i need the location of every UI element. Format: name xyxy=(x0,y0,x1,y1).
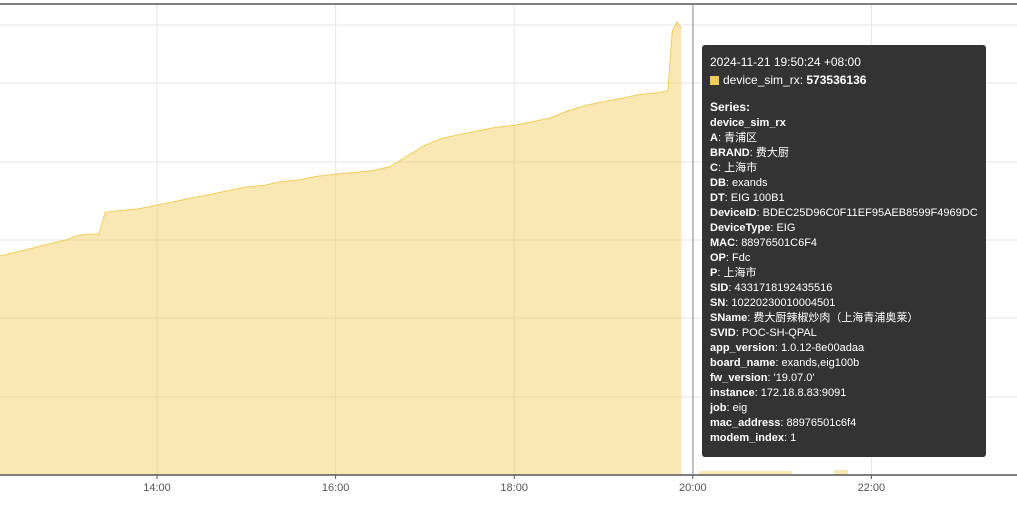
tooltip-label-row: SName: 费大厨辣椒炒肉（上海青浦奥莱） xyxy=(710,312,919,324)
tooltip-label-value: EIG xyxy=(776,222,796,234)
tooltip-label-value: 上海市 xyxy=(724,162,758,174)
tooltip-label-key: instance xyxy=(710,387,755,399)
tooltip-value-row: device_sim_rx: 573536136 xyxy=(710,72,978,88)
tooltip-label-value: 10220230010004501 xyxy=(731,297,836,309)
tooltip-label-key: A xyxy=(710,132,718,144)
tooltip-label-value: 费大厨 xyxy=(755,147,789,159)
tooltip-label-row: C: 上海市 xyxy=(710,162,758,174)
tooltip-label-row: OP: Fdc xyxy=(710,252,751,264)
tooltip-label-value: 青浦区 xyxy=(724,132,758,144)
tooltip-label-value: exands,eig100b xyxy=(781,357,860,369)
tooltip-label-row: P: 上海市 xyxy=(710,267,757,279)
tooltip-label-key: mac_address xyxy=(710,417,781,429)
tooltip-label-key: MAC xyxy=(710,237,736,249)
tooltip-label-value: 4331718192435516 xyxy=(734,282,833,294)
tooltip-label-key: fw_version xyxy=(710,372,768,384)
tooltip-label-key: DeviceType xyxy=(710,222,771,234)
tooltip-label-row: MAC: 88976501C6F4 xyxy=(710,237,818,249)
tooltip-label-row: instance: 172.18.8.83:9091 xyxy=(710,387,847,399)
tooltip-label-value: 172.18.8.83:9091 xyxy=(760,387,847,399)
x-tick-label: 20:00 xyxy=(679,482,707,494)
x-tick-label: 22:00 xyxy=(858,482,886,494)
tooltip-label-row: fw_version: '19.07.0' xyxy=(710,372,815,384)
tooltip-label-row: DeviceID: BDEC25D96C0F11EF95AEB8599F4969… xyxy=(710,207,978,219)
tooltip-label-key: OP xyxy=(710,252,726,264)
tooltip-label-row: SN: 10220230010004501 xyxy=(710,297,836,309)
tooltip-label-row: mac_address: 88976501c6f4 xyxy=(710,417,857,429)
series-line xyxy=(0,21,682,257)
series-area-fragment xyxy=(834,470,848,475)
series-area-fill xyxy=(0,22,682,475)
series-areas xyxy=(0,21,848,475)
tooltip-label-key: DeviceID xyxy=(710,207,757,219)
tooltip-label-key: app_version xyxy=(710,342,775,354)
tooltip-label-row: SVID: POC-SH-QPAL xyxy=(710,327,817,339)
tooltip-label-value: '19.07.0' xyxy=(773,372,815,384)
tooltip-label-row: A: 青浦区 xyxy=(710,132,758,144)
tooltip-label-key: SVID xyxy=(710,327,736,339)
tooltip-label-key: modem_index xyxy=(710,432,784,444)
tooltip-label-key: C xyxy=(710,162,718,174)
tooltip-label-row: modem_index: 1 xyxy=(710,432,797,444)
tooltip-label-row: DeviceType: EIG xyxy=(710,222,796,234)
tooltip-label-value: exands xyxy=(732,177,768,189)
tooltip-label-value: POC-SH-QPAL xyxy=(741,327,817,339)
tooltip-label-row: DT: EIG 100B1 xyxy=(710,192,785,204)
tooltip-label-value: 上海市 xyxy=(723,267,757,279)
tooltip-series-label: device_sim_rx xyxy=(710,117,786,129)
tooltip-label-row: DB: exands xyxy=(710,177,768,189)
tooltip-label-key: DT xyxy=(710,192,725,204)
tooltip-label-row: board_name: exands,eig100b xyxy=(710,357,860,369)
tooltip-label-value: 费大厨辣椒炒肉（上海青浦奥莱） xyxy=(753,312,919,324)
x-tick-label: 18:00 xyxy=(500,482,528,494)
tooltip-label-key: SName xyxy=(710,312,748,324)
series-area-fragment xyxy=(699,471,792,475)
x-axis-ticks: 14:00 16:00 18:00 20:00 22:00 xyxy=(143,475,885,494)
tooltip-label-key: job xyxy=(710,402,727,414)
x-tick-label: 14:00 xyxy=(143,482,171,494)
series-tooltip: 2024-11-21 19:50:24 +08:00 device_sim_rx… xyxy=(702,45,986,457)
tooltip-timestamp: 2024-11-21 19:50:24 +08:00 xyxy=(710,55,861,69)
tooltip-label-value: 88976501c6f4 xyxy=(786,417,857,429)
tooltip-label-value: 1 xyxy=(790,432,797,444)
tooltip-label-list: A: 青浦区 BRAND: 费大厨 C: 上海市 DB: exands DT: EIG … xyxy=(710,131,978,446)
tooltip-label-value: Fdc xyxy=(732,252,751,264)
tooltip-label-value: EIG 100B1 xyxy=(730,192,785,204)
tooltip-label-key: BRAND xyxy=(710,147,750,159)
tooltip-label-row: BRAND: 费大厨 xyxy=(710,147,789,159)
tooltip-label-row: SID: 4331718192435516 xyxy=(710,282,833,294)
tooltip-series-name: device_sim_rx xyxy=(723,73,800,87)
tooltip-value: 573536136 xyxy=(806,73,867,87)
tooltip-series-heading: Series: xyxy=(710,100,751,114)
tooltip-label-value: eig xyxy=(732,402,748,414)
tooltip-label-key: SID xyxy=(710,282,729,294)
tooltip-label-value: BDEC25D96C0F11EF95AEB8599F4969DC xyxy=(762,207,978,219)
tooltip-label-value: 1.0.12-8e00adaa xyxy=(780,342,865,354)
tooltip-label-key: DB xyxy=(710,177,726,189)
tooltip-label-row: app_version: 1.0.12-8e00adaa xyxy=(710,342,865,354)
tooltip-label-key: P xyxy=(710,267,718,279)
series-color-swatch xyxy=(710,75,719,85)
tooltip-label-key: board_name xyxy=(710,357,776,369)
tooltip-label-key: SN xyxy=(710,297,726,309)
x-tick-label: 16:00 xyxy=(322,482,350,494)
tooltip-label-row: job: eig xyxy=(710,402,748,414)
tooltip-label-value: 88976501C6F4 xyxy=(741,237,818,249)
